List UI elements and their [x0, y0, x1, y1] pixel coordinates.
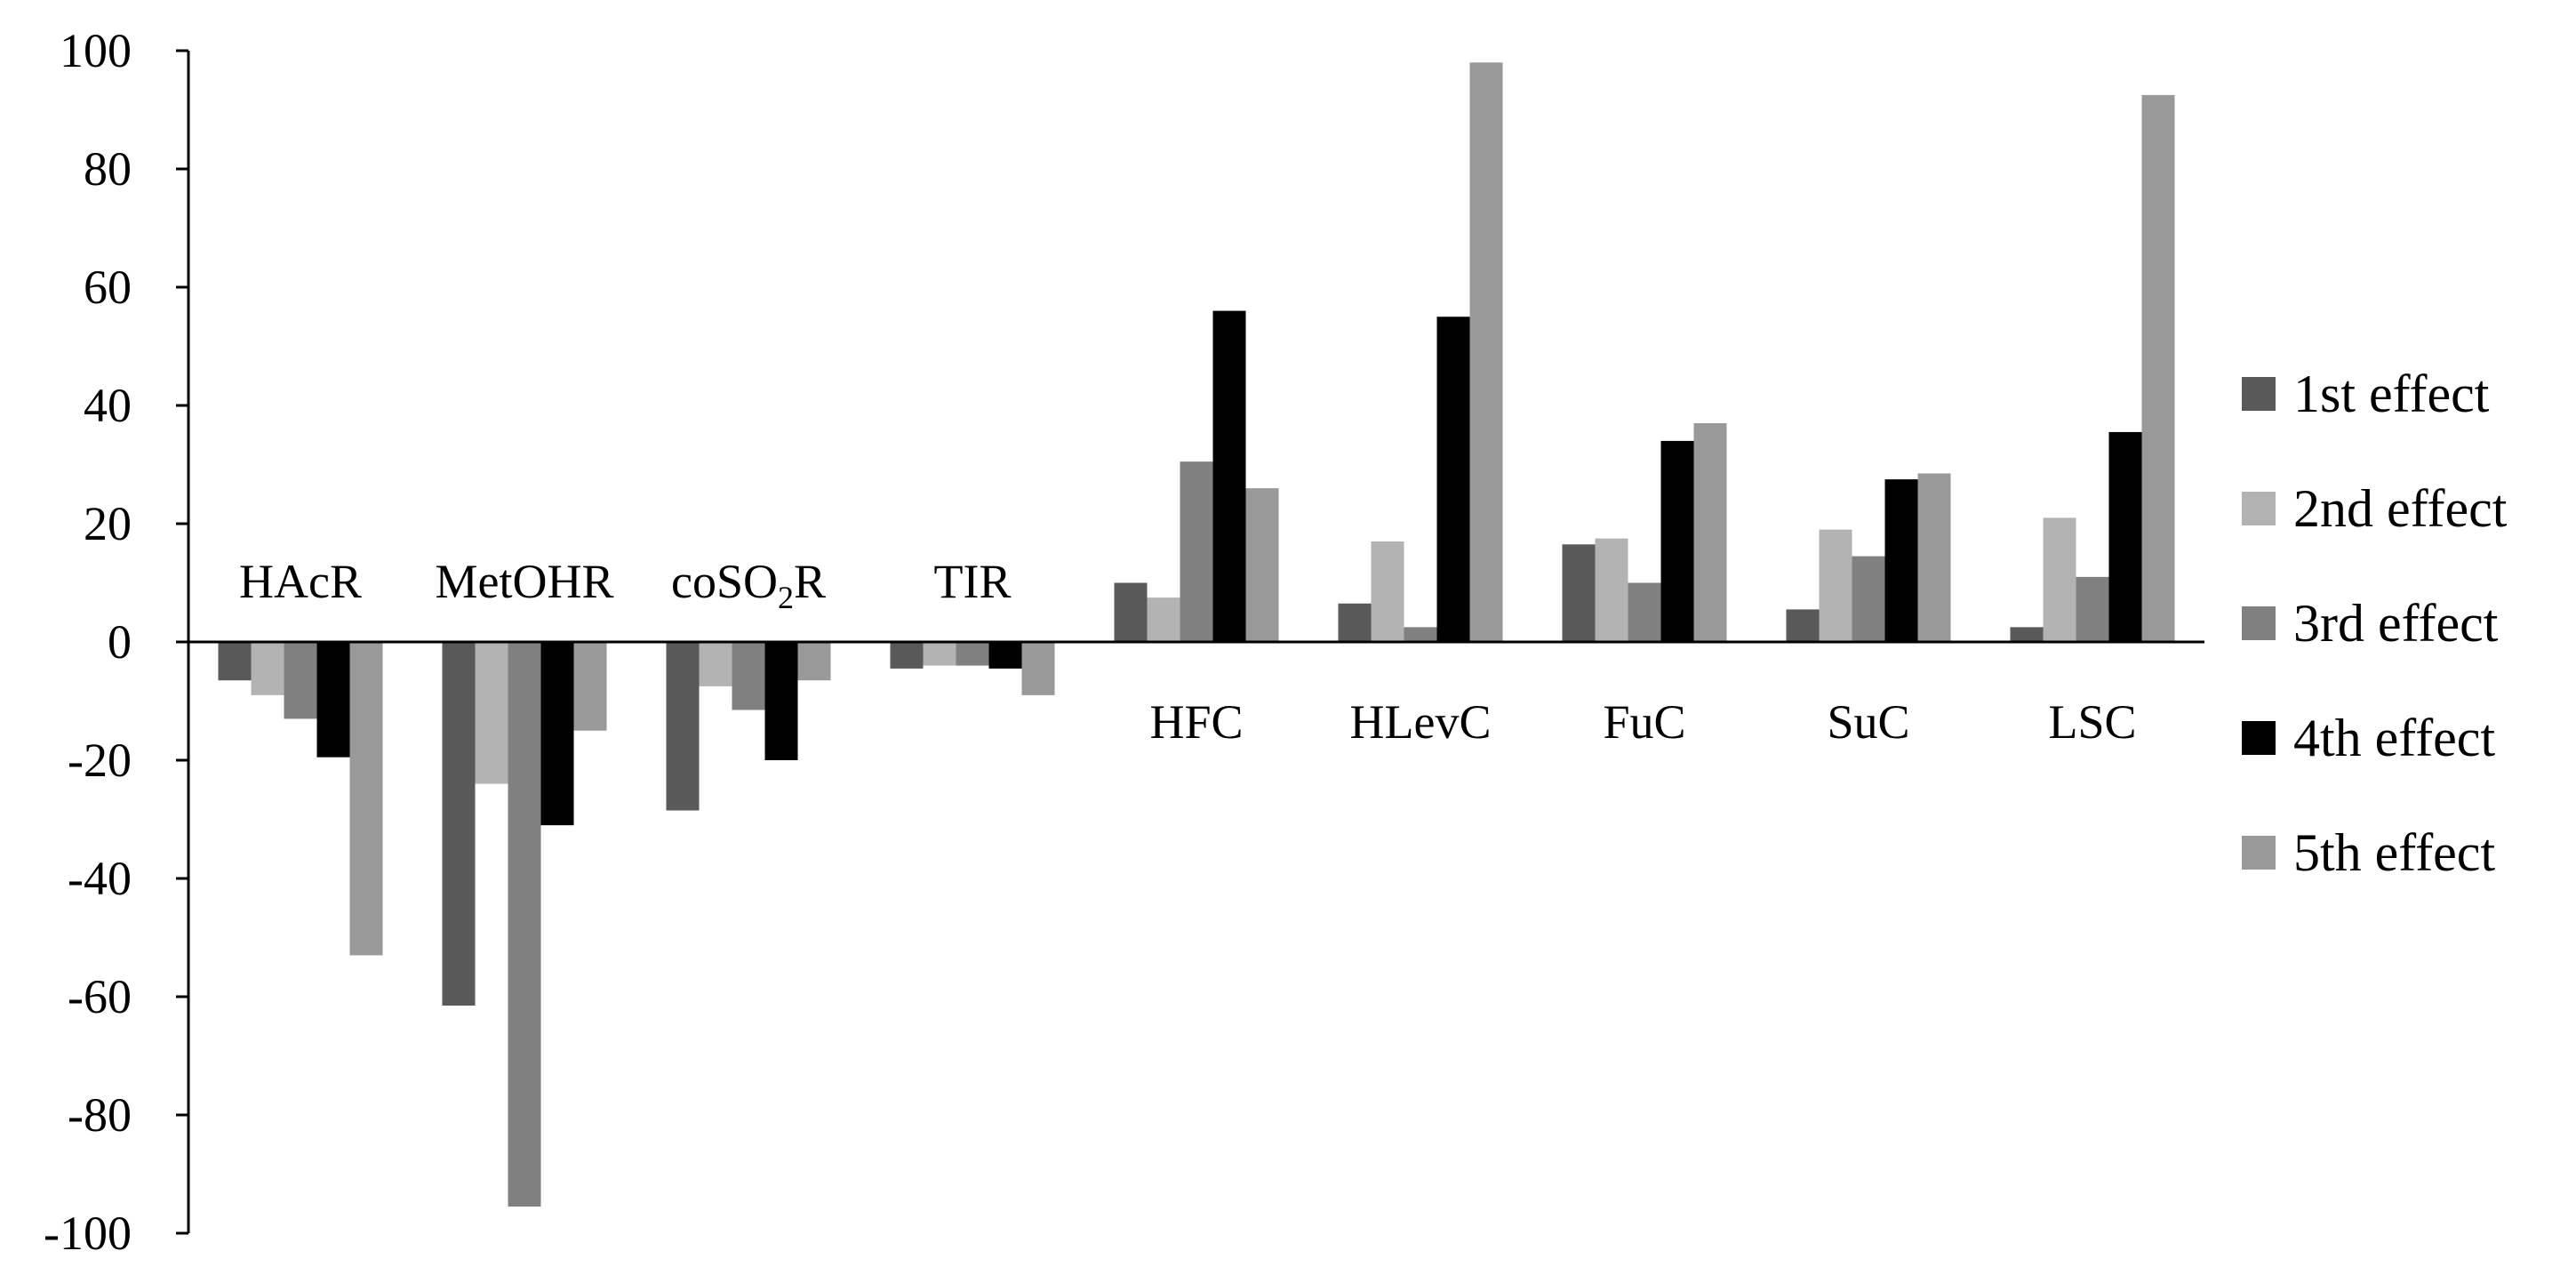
y-tick-label: -60: [68, 970, 132, 1023]
legend-item: 4th effect: [2242, 709, 2495, 767]
bar-lsc-series-1: [2010, 627, 2044, 642]
legend-swatch: [2242, 606, 2276, 640]
bar-tir-series-2: [923, 642, 956, 666]
bar-tir-series-4: [988, 642, 1022, 669]
category-label-metohr: MetOHR: [436, 555, 614, 608]
bar-lsc-series-4: [2108, 431, 2142, 642]
bar-coso2r-series-4: [764, 642, 798, 760]
legend-swatch: [2242, 377, 2276, 411]
legend-swatch: [2242, 836, 2276, 870]
y-tick-label: -20: [68, 734, 132, 787]
bar-metohr-series-4: [540, 642, 574, 826]
category-labels: HAcR MetOHR coSO2R TIR HFC HLevC FuC SuC LSC: [239, 555, 2137, 749]
category-label-coso2r: coSO2R: [671, 555, 826, 615]
bar-metohr-series-1: [442, 642, 476, 1006]
bar-fuc-series-2: [1595, 538, 1628, 642]
bar-metohr-series-2: [475, 642, 508, 784]
bar-hlevc-series-3: [1404, 627, 1437, 642]
legend-item: 2nd effect: [2242, 479, 2508, 538]
bar-hlevc-series-4: [1436, 317, 1470, 642]
bar-hacr-series-4: [316, 642, 350, 758]
legend-label: 4th effect: [2293, 709, 2495, 767]
bar-metohr-series-5: [573, 642, 607, 731]
legend-swatch: [2242, 492, 2276, 525]
bar-tir-series-5: [1021, 642, 1055, 695]
bar-hfc-series-2: [1147, 597, 1180, 642]
y-tick-label: 60: [84, 261, 132, 314]
bar-suc-series-4: [1884, 479, 1918, 642]
legend-label: 1st effect: [2293, 365, 2490, 423]
category-label-tir: TIR: [934, 555, 1012, 608]
legend: 1st effect 2nd effect 3rd effect 4th effect…: [2242, 365, 2508, 882]
bar-hacr-series-5: [349, 642, 383, 956]
y-tick-label: -40: [68, 852, 132, 905]
bar-hfc-series-4: [1212, 310, 1246, 642]
bar-hfc-series-5: [1245, 488, 1279, 642]
category-label-hfc: HFC: [1149, 695, 1243, 749]
bar-coso2r-series-3: [732, 642, 765, 710]
legend-label: 5th effect: [2293, 823, 2495, 882]
bar-fuc-series-4: [1660, 440, 1694, 642]
y-tick-label: -100: [44, 1207, 132, 1260]
bar-hlevc-series-2: [1371, 541, 1404, 642]
bar-tir-series-1: [890, 642, 924, 669]
category-label-fuc: FuC: [1603, 695, 1685, 749]
bar-metohr-series-3: [508, 642, 541, 1207]
legend-swatch: [2242, 721, 2276, 755]
y-tick-label: 80: [84, 142, 132, 196]
category-label-lsc: LSC: [2048, 695, 2136, 749]
bar-fuc-series-1: [1562, 544, 1596, 642]
y-tick-label: -80: [68, 1088, 132, 1142]
y-tick-label: 0: [108, 615, 132, 669]
bar-suc-series-2: [1819, 529, 1852, 642]
bar-hfc-series-1: [1114, 582, 1148, 642]
bar-hacr-series-1: [218, 642, 252, 681]
category-label-hlevc: HLevC: [1350, 695, 1492, 749]
bar-hacr-series-3: [284, 642, 317, 719]
y-tick-label: 40: [84, 379, 132, 432]
bar-suc-series-5: [1917, 473, 1951, 642]
legend-item: 1st effect: [2242, 365, 2490, 423]
bar-coso2r-series-2: [699, 642, 732, 686]
bars: [218, 62, 2175, 1207]
legend-label: 2nd effect: [2293, 479, 2508, 538]
legend-item: 5th effect: [2242, 823, 2495, 882]
bar-coso2r-series-5: [797, 642, 831, 681]
bar-hfc-series-3: [1180, 461, 1213, 642]
category-label-hacr: HAcR: [239, 555, 362, 608]
y-tick-label: 20: [84, 497, 132, 550]
bar-hlevc-series-5: [1469, 62, 1503, 643]
bar-hlevc-series-1: [1338, 603, 1372, 642]
legend-item: 3rd effect: [2242, 594, 2499, 653]
bar-lsc-series-5: [2141, 94, 2175, 642]
bar-lsc-series-3: [2076, 576, 2109, 642]
bar-fuc-series-5: [1693, 422, 1727, 642]
bar-coso2r-series-1: [666, 642, 700, 811]
bar-fuc-series-3: [1628, 582, 1661, 642]
y-axis: 100 80 60 40 20 0 -20 -40 -60 -80 -100: [44, 24, 190, 1260]
bar-hacr-series-2: [251, 642, 284, 695]
legend-label: 3rd effect: [2293, 594, 2499, 653]
bar-tir-series-3: [956, 642, 989, 666]
y-tick-label: 100: [60, 24, 132, 77]
bar-lsc-series-2: [2043, 517, 2076, 642]
bar-suc-series-3: [1852, 556, 1885, 642]
bar-suc-series-1: [1786, 609, 1820, 642]
category-label-suc: SuC: [1827, 695, 1909, 749]
